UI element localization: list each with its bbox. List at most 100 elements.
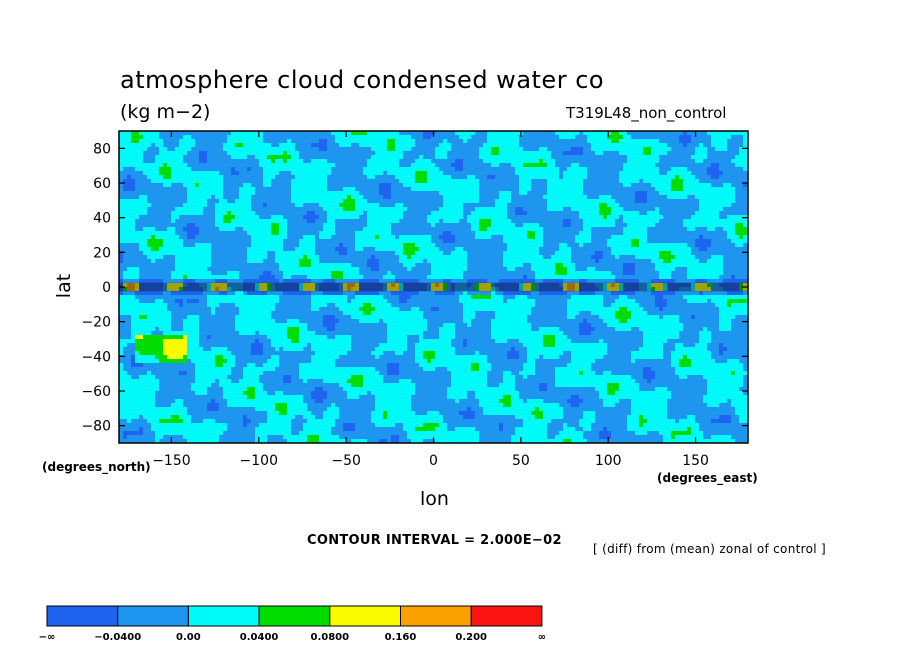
heatmap-cell [299, 235, 304, 240]
heatmap-cell [251, 203, 256, 208]
heatmap-cell [579, 159, 584, 164]
heatmap-cell [551, 239, 556, 244]
heatmap-cell [687, 235, 692, 240]
heatmap-cell [543, 179, 548, 184]
heatmap-cell [187, 203, 192, 208]
heatmap-cell [231, 255, 236, 260]
heatmap-cell [603, 219, 608, 224]
heatmap-cell [419, 139, 424, 144]
heatmap-cell [359, 223, 364, 228]
heatmap-cell [347, 171, 352, 176]
heatmap-cell [579, 215, 584, 220]
heatmap-cell [727, 199, 732, 204]
heatmap-cell [415, 255, 420, 260]
heatmap-cell [295, 147, 300, 152]
heatmap-cell [255, 151, 260, 156]
heatmap-cell [151, 135, 156, 140]
heatmap-cell [243, 223, 248, 228]
heatmap-cell [307, 171, 312, 176]
heatmap-cell [135, 251, 140, 256]
heatmap-cell [723, 223, 728, 228]
heatmap-cell [435, 239, 440, 244]
heatmap-cell [455, 255, 460, 260]
heatmap-cell [227, 143, 232, 148]
heatmap-cell [451, 131, 456, 136]
heatmap-cell [563, 175, 568, 180]
heatmap-cell [531, 167, 536, 172]
heatmap-cell [679, 171, 684, 176]
heatmap-cell [703, 215, 708, 220]
heatmap-cell [175, 219, 180, 224]
heatmap-cell [311, 199, 316, 204]
heatmap-cell [543, 131, 548, 136]
heatmap-cell [467, 211, 472, 216]
heatmap-cell [603, 159, 608, 164]
heatmap-cell [711, 131, 716, 136]
heatmap-cell [715, 163, 720, 168]
heatmap-cell [171, 183, 176, 188]
heatmap-cell [475, 223, 480, 228]
heatmap-cell [323, 135, 328, 140]
heatmap-cell [467, 195, 472, 200]
heatmap-cell [387, 211, 392, 216]
heatmap-cell [235, 235, 240, 240]
heatmap-cell [335, 163, 340, 168]
heatmap-cell [579, 227, 584, 232]
heatmap-cell [155, 143, 160, 148]
heatmap-cell [143, 155, 148, 160]
heatmap-cell [155, 247, 160, 252]
heatmap-cell [291, 151, 296, 156]
heatmap-cell [711, 239, 716, 244]
heatmap-cell [407, 239, 412, 244]
heatmap-cell [467, 247, 472, 252]
heatmap-cell [543, 183, 548, 188]
heatmap-cell [415, 235, 420, 240]
heatmap-cell [179, 135, 184, 140]
heatmap-cell [143, 211, 148, 216]
heatmap-cell [395, 183, 400, 188]
heatmap-cell [363, 215, 368, 220]
heatmap-cell [567, 223, 572, 228]
heatmap-cell [395, 187, 400, 192]
heatmap-cell [715, 131, 720, 136]
heatmap-cell [563, 131, 568, 136]
heatmap-cell [735, 219, 740, 224]
heatmap-cell [695, 199, 700, 204]
heatmap-cell [303, 139, 308, 144]
heatmap-cell [659, 215, 664, 220]
heatmap-cell [127, 231, 132, 236]
heatmap-cell [283, 159, 288, 164]
heatmap-cell [479, 203, 484, 208]
heatmap-cell [235, 131, 240, 136]
heatmap-cell [735, 195, 740, 200]
heatmap-cell [327, 187, 332, 192]
heatmap-cell [295, 199, 300, 204]
heatmap-cell [215, 251, 220, 256]
heatmap-cell [375, 203, 380, 208]
heatmap-cell [211, 195, 216, 200]
heatmap-cell [639, 147, 644, 152]
heatmap-cell [459, 163, 464, 168]
heatmap-cell [699, 199, 704, 204]
heatmap-cell [263, 163, 268, 168]
heatmap-cell [171, 203, 176, 208]
heatmap-cell [199, 155, 204, 160]
heatmap-cell [519, 191, 524, 196]
heatmap-cell [219, 155, 224, 160]
heatmap-cell [623, 195, 628, 200]
heatmap-cell [467, 171, 472, 176]
heatmap-cell [171, 219, 176, 224]
heatmap-cell [215, 215, 220, 220]
heatmap-cell [355, 223, 360, 228]
heatmap-cell [523, 239, 528, 244]
heatmap-cell [323, 211, 328, 216]
heatmap-cell [655, 131, 660, 136]
heatmap-cell [427, 163, 432, 168]
heatmap-cell [695, 219, 700, 224]
heatmap-cell [147, 191, 152, 196]
heatmap-cell [307, 223, 312, 228]
heatmap-cell [463, 255, 468, 260]
heatmap-cell [223, 171, 228, 176]
heatmap-cell [403, 235, 408, 240]
heatmap-cell [403, 215, 408, 220]
